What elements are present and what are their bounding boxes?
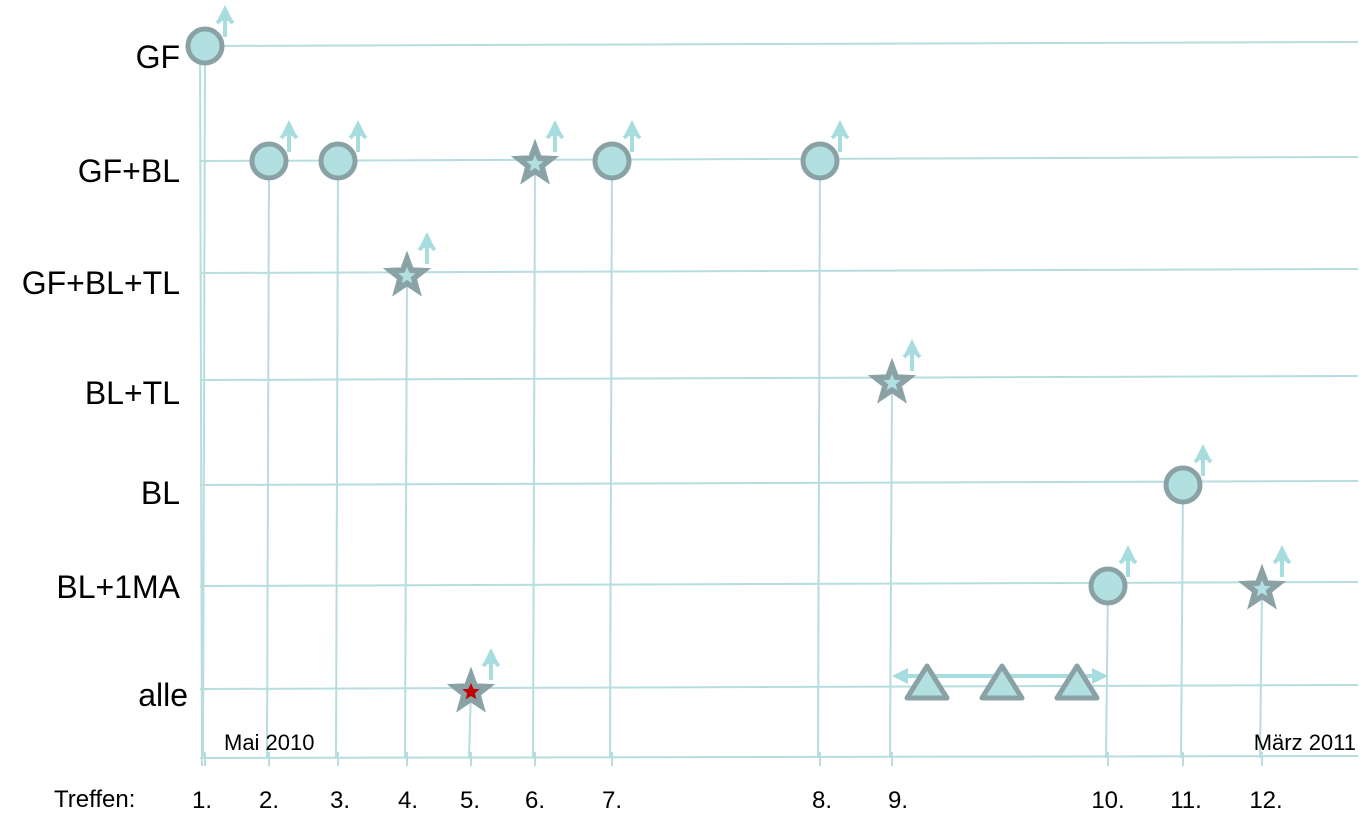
arrow-up-icon-stroke	[1193, 452, 1205, 464]
red-star-icon	[462, 683, 480, 700]
meeting-axis: Mai 2010 März 2011 Treffen: 1. 2. 3. 4. …	[54, 730, 1356, 814]
circle-marker	[249, 141, 289, 181]
row-line	[199, 375, 1359, 381]
arrow-up-icon-stroke	[545, 128, 557, 140]
row-line	[199, 156, 1359, 162]
row-label-gf-bl-tl: GF+BL+TL	[22, 265, 180, 301]
meeting-tick-11: 11.	[1170, 787, 1202, 814]
meeting-drop-line	[532, 159, 536, 759]
time-axis-line	[199, 755, 1359, 759]
arrow-up-icon-stroke	[622, 128, 634, 140]
meeting-tick-2: 2.	[259, 787, 279, 814]
arrow-up-icon-stroke	[630, 128, 642, 140]
arrow-up-icon-stroke	[1272, 553, 1284, 565]
meeting-drop-line	[1180, 483, 1184, 759]
row-line	[199, 684, 1359, 690]
row-label-bl-tl: BL+TL	[85, 375, 180, 411]
arrow-up-icon-stroke	[830, 128, 842, 140]
meeting-drop-line	[266, 159, 270, 759]
meeting-drop-line	[335, 159, 339, 759]
circle-marker	[800, 141, 840, 181]
row-label-bl: BL	[141, 475, 180, 511]
circle-marker	[1163, 465, 1203, 505]
meeting-drop-line	[202, 44, 206, 759]
arrow-up-icon-stroke	[348, 128, 360, 140]
arrow-up-icon-stroke	[425, 240, 437, 252]
row-label-bl-1ma: BL+1MA	[56, 569, 180, 605]
star-center-icon	[398, 267, 416, 284]
row-line	[199, 268, 1359, 274]
arrow-up-icon-stroke	[1201, 452, 1213, 464]
meeting-drop-line	[889, 378, 893, 759]
meeting-drop-line	[1105, 584, 1109, 759]
row-label-gf: GF	[136, 39, 180, 75]
arrow-up-icon-stroke	[910, 347, 922, 359]
left-axis-line	[199, 44, 203, 767]
arrow-up-icon-stroke	[481, 656, 493, 668]
star-center-icon	[526, 155, 544, 172]
meeting-drop-line	[817, 159, 821, 759]
row-line	[199, 581, 1359, 587]
circle-marker	[1088, 566, 1128, 606]
arrow-up-icon-stroke	[1118, 553, 1130, 565]
meeting-tick-5: 5.	[460, 787, 480, 814]
arrow-up-icon-stroke	[356, 128, 368, 140]
meeting-tick-9: 9.	[888, 787, 908, 814]
meeting-markers	[185, 5, 1292, 713]
meeting-drop-line	[1259, 584, 1263, 759]
arrow-up-icon-stroke	[223, 13, 235, 25]
arrow-up-icon-stroke	[1126, 553, 1138, 565]
row-line	[199, 41, 1359, 47]
circle-marker	[318, 141, 358, 181]
arrow-up-icon-stroke	[1280, 553, 1292, 565]
arrow-up-icon-stroke	[553, 128, 565, 140]
meeting-tick-1: 1.	[192, 787, 212, 814]
arrow-up-icon-stroke	[287, 128, 299, 140]
meeting-tick-3: 3.	[330, 787, 350, 814]
row-label-gf-bl: GF+BL	[78, 153, 180, 189]
triangle-marker	[979, 663, 1025, 701]
star-center-icon	[1253, 580, 1271, 597]
triangle-marker	[1054, 663, 1100, 701]
circle-marker	[185, 26, 225, 66]
meeting-tick-4: 4.	[398, 787, 418, 814]
meetings-axis-title: Treffen:	[54, 786, 135, 813]
grid-lines	[199, 41, 1359, 767]
row-label-alle: alle	[138, 677, 188, 713]
meeting-drop-line	[609, 159, 613, 759]
meeting-tick-10: 10.	[1091, 787, 1124, 814]
arrow-up-icon-stroke	[489, 656, 501, 668]
star-center-icon	[883, 374, 901, 391]
meeting-drop-line	[404, 271, 408, 759]
row-labels: GF GF+BL GF+BL+TL BL+TL BL BL+1MA alle	[22, 39, 188, 713]
arrow-up-icon-stroke	[417, 240, 429, 252]
end-date-label: März 2011	[1254, 730, 1356, 755]
triangle-marker	[904, 663, 950, 701]
circle-marker	[592, 141, 632, 181]
meeting-tick-12: 12.	[1249, 787, 1282, 814]
meeting-tick-6: 6.	[525, 787, 545, 814]
meeting-tick-8: 8.	[812, 787, 832, 814]
arrow-up-icon-stroke	[838, 128, 850, 140]
meeting-tick-7: 7.	[602, 787, 622, 814]
start-date-label: Mai 2010	[224, 730, 315, 755]
arrow-up-icon-stroke	[279, 128, 291, 140]
